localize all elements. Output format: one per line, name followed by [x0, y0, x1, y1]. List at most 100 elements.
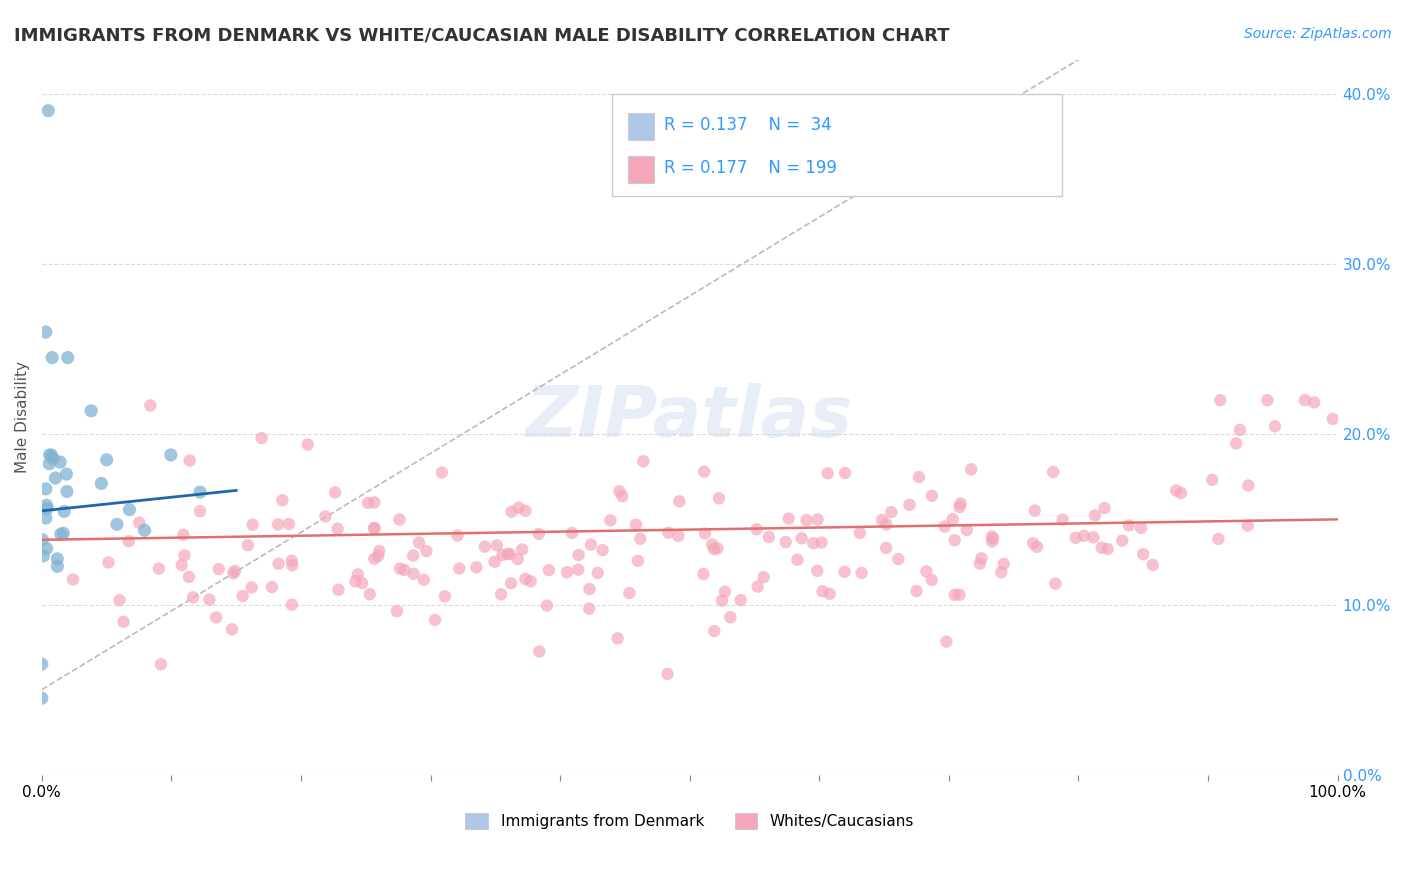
Point — [915, 565, 938, 579]
Point — [818, 587, 841, 601]
Point — [267, 517, 290, 532]
Point — [118, 502, 141, 516]
Point — [402, 549, 425, 563]
Point — [363, 495, 385, 509]
Point — [537, 563, 560, 577]
Point — [177, 570, 200, 584]
Point — [484, 555, 506, 569]
Point — [364, 521, 387, 535]
Point — [433, 590, 456, 604]
Point — [714, 584, 737, 599]
Point — [796, 513, 818, 527]
Point — [599, 513, 621, 527]
Point — [624, 517, 647, 532]
Point — [236, 538, 259, 552]
Point — [179, 453, 201, 467]
Point — [811, 584, 834, 599]
Point — [1022, 536, 1045, 550]
Point — [112, 615, 135, 629]
Point — [702, 538, 724, 552]
Point — [139, 398, 162, 412]
Point — [499, 547, 522, 561]
Point — [908, 470, 931, 484]
Point — [281, 558, 304, 573]
Point — [806, 564, 828, 578]
Point — [1111, 533, 1133, 548]
Point — [32, 549, 55, 563]
Point — [314, 509, 336, 524]
Text: R = 0.137    N =  34: R = 0.137 N = 34 — [664, 116, 831, 134]
Point — [555, 565, 578, 579]
Point — [368, 544, 391, 558]
Point — [786, 552, 808, 566]
Point — [711, 593, 734, 607]
Point — [208, 562, 231, 576]
Point — [619, 586, 641, 600]
Point — [394, 563, 416, 577]
Point — [1024, 503, 1046, 517]
Point — [188, 485, 211, 500]
Point — [35, 498, 58, 512]
Point — [752, 570, 775, 584]
Point — [31, 691, 53, 706]
Point — [578, 601, 600, 615]
Point — [232, 589, 254, 603]
Point — [359, 587, 381, 601]
Point — [62, 573, 84, 587]
Point — [948, 500, 970, 514]
Point — [96, 452, 118, 467]
Point — [118, 534, 141, 549]
Point — [849, 525, 872, 540]
Point — [367, 549, 389, 563]
Point — [981, 532, 1004, 546]
Point — [1073, 529, 1095, 543]
Point — [592, 543, 614, 558]
Point — [97, 556, 120, 570]
Point — [834, 565, 856, 579]
Point — [948, 588, 970, 602]
Point — [281, 598, 304, 612]
Point — [1118, 518, 1140, 533]
Point — [1090, 541, 1112, 555]
Point — [402, 566, 425, 581]
Point — [352, 576, 374, 591]
Point — [385, 604, 408, 618]
Point — [1170, 486, 1192, 500]
Point — [942, 512, 965, 526]
Point — [875, 541, 897, 555]
Point — [1045, 576, 1067, 591]
Point — [567, 563, 589, 577]
Point — [38, 448, 60, 462]
Point — [609, 484, 631, 499]
Point — [260, 580, 283, 594]
Point — [703, 542, 725, 557]
Point — [80, 404, 103, 418]
Point — [44, 471, 66, 485]
Point — [37, 103, 59, 118]
Point — [267, 557, 290, 571]
Point — [887, 552, 910, 566]
Point — [34, 325, 56, 339]
Point — [519, 574, 541, 589]
Point — [1042, 465, 1064, 479]
Point — [515, 572, 537, 586]
Point — [240, 581, 263, 595]
Point — [627, 554, 650, 568]
Point — [561, 526, 583, 541]
Point — [357, 496, 380, 510]
Text: Source: ZipAtlas.com: Source: ZipAtlas.com — [1244, 27, 1392, 41]
Point — [1064, 531, 1087, 545]
Point — [1208, 532, 1230, 546]
Point — [415, 544, 437, 558]
Point — [568, 548, 591, 562]
Point — [430, 466, 453, 480]
Point — [880, 505, 903, 519]
Point — [173, 549, 195, 563]
Point — [188, 504, 211, 518]
Point — [745, 522, 768, 536]
Point — [446, 528, 468, 542]
Point — [496, 547, 519, 561]
Point — [52, 526, 75, 541]
Point — [707, 491, 730, 506]
Point — [778, 511, 800, 525]
